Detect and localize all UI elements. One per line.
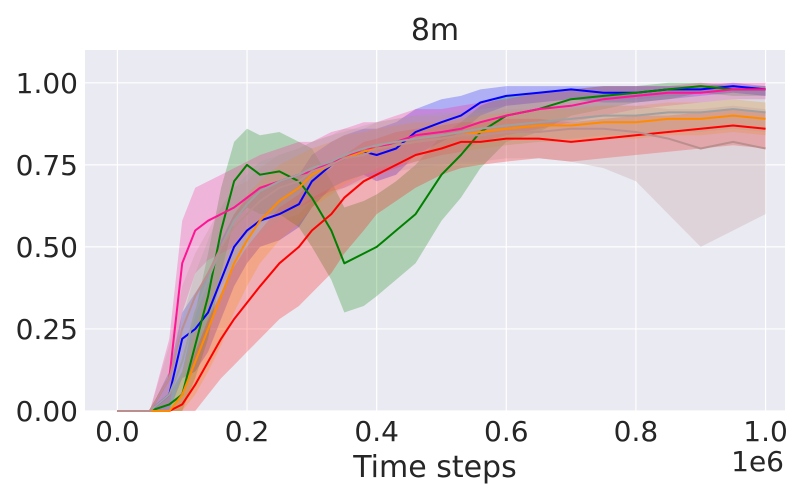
series-band-3 xyxy=(117,109,766,411)
series-band-2 xyxy=(117,82,766,412)
x-tick-label: 0.4 xyxy=(354,415,399,448)
x-tick-label: 0.2 xyxy=(225,415,270,448)
series-line-3 xyxy=(117,124,766,412)
series-lines xyxy=(117,85,766,412)
y-tick-label: 0.25 xyxy=(16,313,78,346)
series-line-1 xyxy=(117,85,766,412)
y-tick-label: 0.00 xyxy=(16,395,78,428)
series-band-0 xyxy=(117,82,766,412)
x-tick-label: 1.0 xyxy=(743,415,788,448)
y-tick-label: 0.75 xyxy=(16,149,78,182)
plot-background xyxy=(85,50,785,411)
x-tick-label: 0.0 xyxy=(95,415,140,448)
chart-title: 8m xyxy=(411,13,459,48)
x-tick-label: 0.8 xyxy=(614,415,659,448)
series-line-6 xyxy=(117,127,766,412)
y-tick-label: 1.00 xyxy=(16,67,78,100)
x-scale-label: 1e6 xyxy=(731,445,784,478)
x-tick-label: 0.6 xyxy=(484,415,529,448)
series-line-5 xyxy=(117,108,766,412)
series-band-1 xyxy=(117,82,766,412)
tick-labels: 0.0 0.2 0.4 0.6 0.8 1.0 0.00 0.25 0.50 0.75 1.00 xyxy=(16,67,788,448)
series-line-4 xyxy=(117,114,766,412)
y-tick-label: 0.50 xyxy=(16,231,78,264)
series-band-4 xyxy=(117,99,766,411)
grid xyxy=(85,50,785,412)
x-axis-label: Time steps xyxy=(352,450,516,485)
